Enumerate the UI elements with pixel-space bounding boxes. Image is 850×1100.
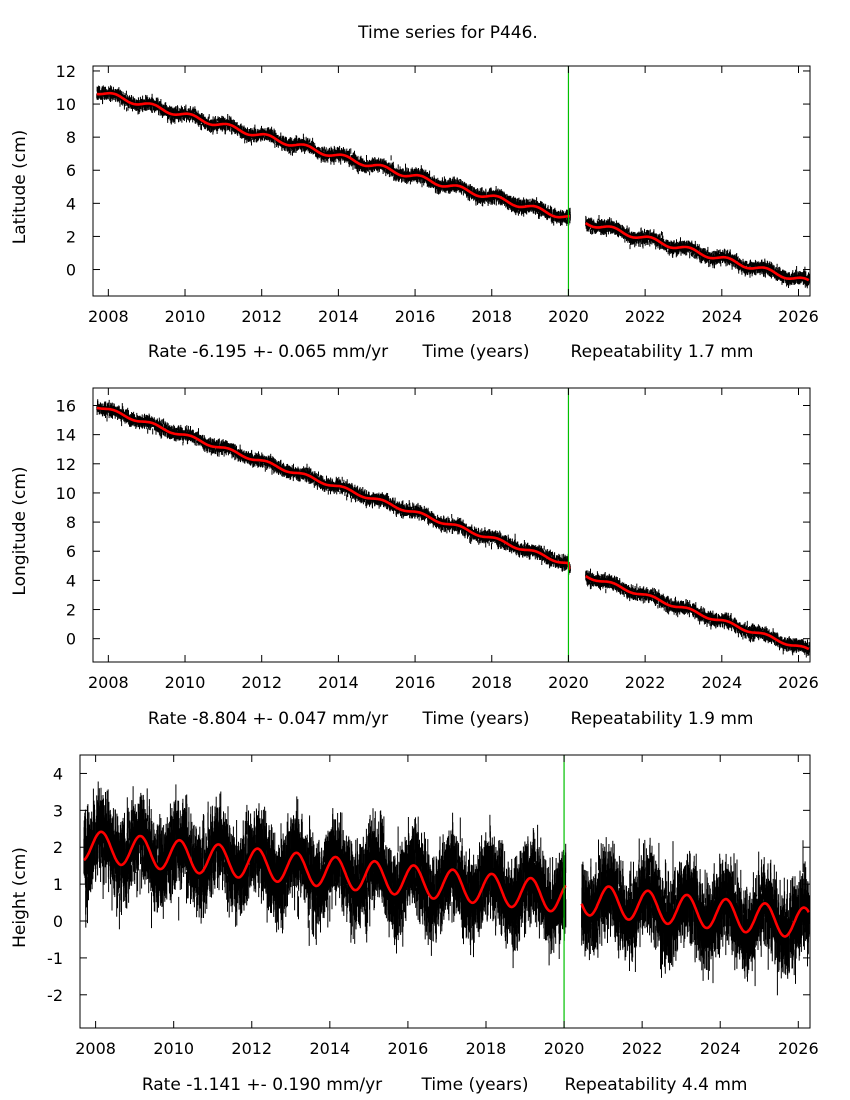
chart-title: Time series for P446. — [357, 23, 538, 43]
latitude-panel: 2008 2010 2012 2014 2016 2018 2020 2022 2024 2026… — [10, 62, 819, 362]
